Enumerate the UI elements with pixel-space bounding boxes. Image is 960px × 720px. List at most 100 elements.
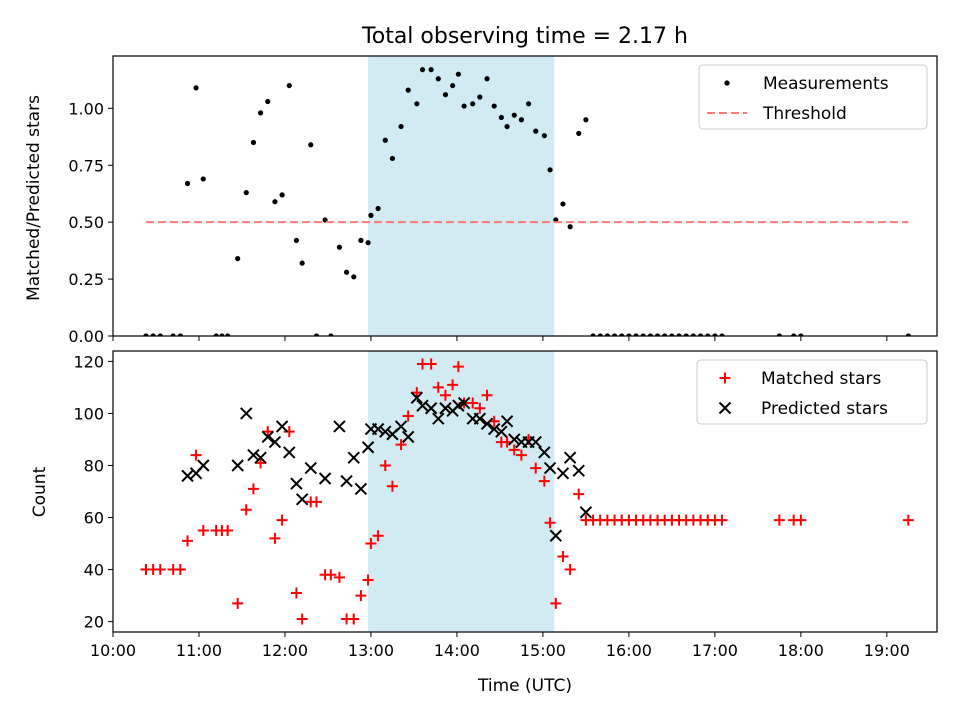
measurements-legend-label: Measurements [763, 74, 889, 94]
matched-stars-point [333, 571, 345, 583]
measurements-point [611, 333, 618, 336]
y-tick-label: 1.00 [68, 99, 104, 118]
axes-frame [112, 55, 938, 337]
measurements-point [669, 333, 675, 336]
matched-stars-point [432, 381, 444, 393]
measurements-point [177, 333, 183, 336]
matched-stars-point [447, 379, 459, 391]
matched-stars-point [372, 530, 384, 542]
x-axis-label: Time (UTC) [477, 676, 572, 696]
predicted-stars-point [473, 412, 487, 425]
legend: Matched stars Predicted stars [696, 359, 928, 425]
y-tick-label: 20 [84, 613, 104, 632]
matched-stars-point [190, 449, 202, 461]
predicted-stars-point [354, 482, 368, 496]
predicted-stars-point [394, 420, 408, 433]
observing-window-span [368, 351, 555, 632]
predicted-stars-point [290, 477, 303, 490]
predicted-stars-point [231, 459, 244, 472]
x-tick-label: 16:00 [606, 641, 652, 660]
predicted-stars-point [295, 493, 309, 506]
measurements-point [293, 237, 300, 243]
predicted-stars-point [379, 425, 392, 438]
predicted-stars-point [268, 435, 282, 449]
matched-stars-point [439, 389, 451, 401]
predicted-stars-point [304, 461, 317, 475]
matched-stars-point [773, 514, 785, 526]
predicted-stars-point [549, 529, 563, 542]
measurements-point [193, 85, 199, 91]
matched-stars-point [481, 389, 493, 401]
measurements-point [504, 123, 510, 130]
measurements-point [905, 333, 911, 336]
legend-box [696, 359, 928, 425]
legend: Measurements Threshold [698, 64, 928, 130]
matched-stars-point [296, 613, 308, 625]
measurements-point [626, 333, 632, 336]
y-tick-label: 0.25 [68, 270, 104, 289]
predicted-stars-point [508, 433, 521, 446]
matched-stars-point [283, 426, 295, 438]
measurements-point [258, 110, 264, 116]
plot-area [140, 358, 914, 625]
matched-stars-point [348, 613, 360, 625]
measurements-point [719, 333, 725, 336]
matched-stars-point [232, 597, 244, 609]
matched-stars-point [573, 488, 585, 500]
predicted-stars-point [543, 461, 557, 475]
measurements-point [455, 71, 461, 77]
measurements-point [358, 237, 364, 243]
y-axis-label: Matched/Predicted stars [24, 95, 44, 301]
matched-stars-point [240, 504, 252, 516]
measurements-point [157, 333, 163, 336]
x-tick-label: 12:00 [262, 641, 308, 660]
measurements-point [640, 333, 646, 336]
predicted-stars-point [247, 448, 260, 462]
matched-stars-point [269, 532, 281, 544]
matched-stars-point [425, 358, 437, 370]
measurements-point [219, 333, 225, 336]
y-tick-label: 60 [84, 509, 104, 528]
measurements-point [243, 189, 249, 196]
predicted-stars-point [410, 391, 424, 405]
predicted-stars-point [538, 446, 551, 459]
measurements-point [265, 98, 271, 105]
x-tick-label: 14:00 [434, 641, 480, 660]
measurements-point [213, 333, 219, 336]
matched-stars-point [174, 564, 186, 576]
matched-stars-point [716, 514, 728, 526]
predicted-stars-point [347, 451, 360, 464]
matched-stars-point [154, 564, 166, 576]
matched-stars-point [395, 439, 407, 451]
measurements-point [533, 128, 539, 134]
observing-window-span [368, 56, 555, 336]
measurements-point [477, 94, 483, 100]
measurements-point [150, 333, 156, 336]
measurements-point [279, 192, 285, 198]
measurements-point [705, 333, 711, 336]
matched-stars-point [530, 462, 542, 474]
y-tick-label: 120 [73, 352, 104, 371]
predicted-stars-point [261, 430, 274, 444]
measurements-point [389, 155, 396, 162]
matched-stars-legend-label: Matched stars [761, 369, 881, 389]
measurements-point [776, 333, 782, 336]
matched-stars-point [411, 387, 423, 399]
x-tick-label: 11:00 [176, 641, 222, 660]
matched-stars-point [795, 514, 807, 526]
predicted-stars-point [439, 402, 452, 415]
matched-stars-point [197, 525, 209, 537]
measurements-point [791, 333, 797, 336]
measurements-point [541, 133, 547, 139]
matched-stars-point [564, 564, 576, 576]
measurements-point [419, 67, 426, 73]
y-tick-label: 0.00 [68, 327, 104, 346]
bottom-panel: 20 40 60 80 100 120 10:00 11:00 12:00 13:00 14:00 1… [30, 350, 938, 660]
predicted-stars-legend-marker [718, 401, 732, 415]
measurements-point [382, 137, 388, 143]
measurements-point [450, 82, 456, 89]
predicted-stars-point [333, 420, 346, 433]
top-panel: 0.00 0.25 0.50 0.75 1.00 Matched/Predicted st… [24, 55, 938, 346]
matched-stars-point [310, 496, 322, 508]
